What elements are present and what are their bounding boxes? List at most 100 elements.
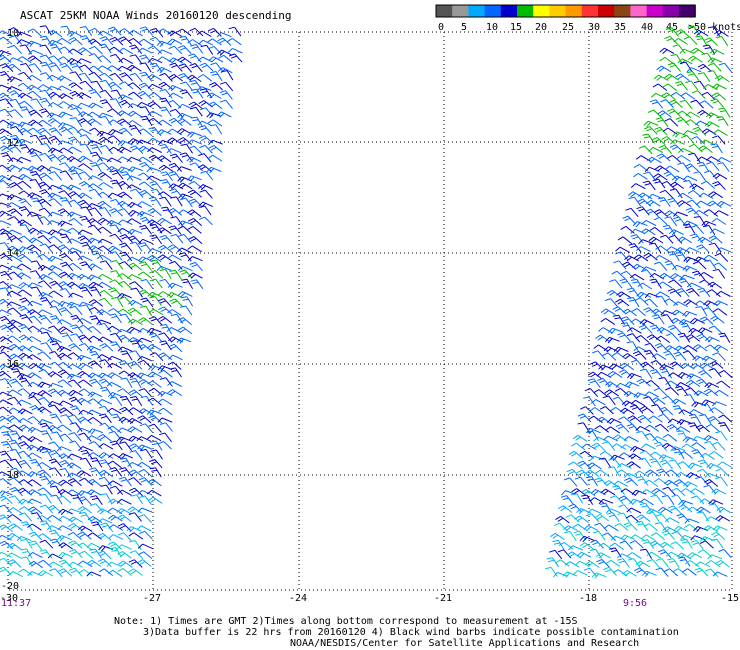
- wind-barb: [110, 179, 123, 190]
- wind-barb: [713, 210, 729, 216]
- wind-barb: [149, 62, 163, 73]
- wind-barb: [602, 532, 616, 541]
- wind-barb: [77, 542, 92, 551]
- wind-barb: [27, 381, 43, 388]
- wind-barb: [29, 134, 43, 145]
- wind-barb: [641, 266, 657, 272]
- wind-barb: [66, 373, 82, 380]
- wind-barb: [49, 305, 63, 316]
- wind-barb: [710, 315, 725, 324]
- wind-barb: [620, 534, 635, 541]
- wind-barb: [18, 246, 33, 253]
- wind-barb: [572, 570, 588, 576]
- wind-barb: [88, 335, 103, 343]
- wind-barb: [181, 278, 194, 289]
- wind-barb: [674, 81, 688, 91]
- wind-barb: [706, 156, 721, 163]
- wind-barb: [646, 199, 661, 207]
- wind-barb: [68, 126, 82, 136]
- wind-barb: [87, 218, 102, 226]
- wind-barb: [17, 180, 32, 189]
- wind-barb: [127, 337, 143, 343]
- wind-barb: [190, 88, 204, 99]
- wind-barb: [59, 162, 73, 172]
- wind-barb: [199, 88, 213, 99]
- wind-barb: [96, 254, 112, 262]
- wind-barb: [599, 450, 615, 459]
- wind-barb: [16, 362, 32, 370]
- wind-barb: [698, 192, 714, 200]
- wind-barb: [675, 251, 688, 262]
- wind-barb: [138, 378, 153, 387]
- wind-barb: [136, 201, 152, 208]
- wind-barb: [107, 355, 123, 362]
- wind-barb: [666, 424, 682, 433]
- wind-barb: [130, 494, 144, 505]
- wind-barb: [58, 190, 72, 200]
- wind-barb: [8, 182, 23, 191]
- wind-barb: [675, 471, 691, 479]
- wind-barb: [108, 308, 123, 316]
- wind-barb: [0, 63, 14, 72]
- wind-barb: [146, 327, 162, 335]
- wind-barb: [672, 568, 688, 576]
- wind-barb: [679, 99, 693, 110]
- wind-barb: [650, 494, 664, 505]
- wind-barb: [693, 171, 707, 182]
- wind-barb: [643, 523, 658, 532]
- wind-barb: [689, 414, 702, 425]
- wind-barb: [98, 452, 114, 459]
- wind-barb: [611, 352, 627, 360]
- legend-swatch: [581, 5, 599, 17]
- wind-barb: [49, 340, 63, 351]
- wind-barb: [69, 422, 83, 432]
- wind-barb: [613, 480, 629, 487]
- wind-barb: [109, 98, 122, 109]
- wind-barb: [702, 44, 716, 55]
- wind-barb: [607, 370, 623, 379]
- wind-barb: [146, 434, 162, 442]
- wind-barb: [688, 55, 703, 63]
- wind-barb: [27, 372, 42, 380]
- wind-barb: [641, 219, 657, 226]
- wind-barb: [596, 416, 612, 425]
- wind-barb: [651, 397, 666, 405]
- wind-barb: [595, 469, 610, 478]
- wind-barb: [39, 152, 53, 162]
- wind-barb: [77, 235, 93, 244]
- wind-barb: [219, 81, 234, 92]
- wind-barb: [59, 468, 72, 479]
- wind-barb: [39, 61, 53, 72]
- wind-barb: [612, 396, 627, 406]
- wind-barb: [159, 422, 173, 432]
- wind-barb: [27, 489, 43, 496]
- wind-barb: [66, 211, 82, 218]
- wind-barb: [587, 378, 601, 388]
- wind-barb: [28, 49, 44, 56]
- wind-barb: [127, 37, 143, 46]
- legend-swatch: [662, 5, 680, 17]
- wind-barb: [665, 27, 679, 37]
- legend-label: 0: [438, 22, 444, 33]
- wind-barb: [675, 382, 691, 388]
- wind-barb: [129, 44, 143, 55]
- wind-barb: [139, 54, 153, 64]
- wind-barb: [37, 119, 52, 127]
- wind-barb: [136, 436, 152, 442]
- wind-barb: [127, 64, 142, 72]
- wind-barb: [697, 109, 712, 118]
- wind-barb: [97, 162, 112, 171]
- wind-barb: [87, 515, 103, 524]
- wind-barb: [87, 372, 103, 379]
- wind-barb: [652, 314, 665, 325]
- wind-barb: [157, 244, 173, 253]
- wind-barb: [129, 54, 143, 65]
- wind-barb: [77, 255, 93, 262]
- wind-barb: [586, 430, 599, 441]
- wind-barb: [117, 146, 132, 153]
- wind-barb: [16, 31, 32, 38]
- wind-barb: [56, 37, 72, 45]
- wind-barb: [0, 202, 12, 208]
- legend-swatch: [679, 5, 696, 17]
